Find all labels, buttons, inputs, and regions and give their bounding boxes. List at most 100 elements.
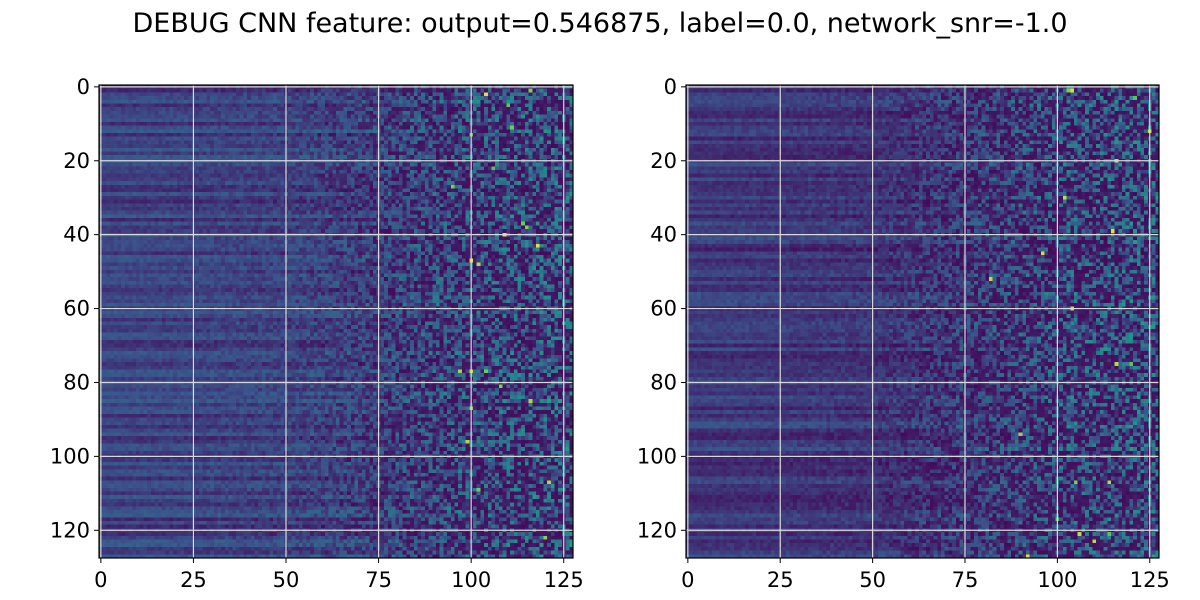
heatmap-cell [491,92,496,97]
heatmap-cell [295,144,300,149]
heatmap-cell [269,199,274,204]
heatmap-cell [287,96,292,101]
heatmap-cell [332,184,337,189]
heatmap-cell [224,162,229,167]
heatmap-cell [443,188,448,193]
heatmap-cell [395,147,400,152]
heatmap-cell [495,177,500,182]
heatmap-cell [432,110,437,115]
heatmap-cell [336,155,341,160]
heatmap-cell [276,214,281,219]
heatmap-cell [102,107,107,112]
heatmap-cell [265,166,270,171]
heatmap-cell [569,188,574,193]
heatmap-cell [221,99,226,104]
heatmap-cell [173,129,178,134]
heatmap-cell [480,103,485,108]
heatmap-cell [236,129,241,134]
heatmap-cell [298,173,304,178]
heatmap-cell [221,195,226,200]
heatmap-cell [128,195,133,200]
heatmap-cell [336,147,341,152]
heatmap-cell [213,92,218,97]
heatmap-cell [280,195,285,200]
heatmap-cell [361,166,366,171]
heatmap-cell [176,221,181,226]
heatmap-cell [236,125,241,130]
heatmap-cell [180,195,185,200]
heatmap-cell [380,99,385,104]
heatmap-cell [180,92,185,97]
heatmap-cell [313,188,318,193]
heatmap-cell [524,144,529,149]
heatmap-cell [339,155,344,160]
heatmap-cell [213,173,218,178]
heatmap-cell [280,206,285,211]
heatmap-cell [202,195,207,200]
heatmap-cell [395,162,400,167]
heatmap-cell [198,188,204,193]
heatmap-cell [547,206,552,211]
heatmap-cell [565,110,570,115]
heatmap-cell [384,203,389,208]
heatmap-cell [347,177,352,182]
heatmap-cell [432,88,437,93]
heatmap-cell [232,144,237,149]
heatmap-cell [498,103,503,108]
heatmap-cell [506,96,511,101]
heatmap-cell [447,107,452,112]
heatmap-cell [250,206,255,211]
heatmap-cell [550,206,555,211]
heatmap-cell [461,92,466,97]
heatmap-cell [339,169,344,175]
heatmap-cell [398,121,403,126]
heatmap-cell [150,110,155,115]
heatmap-cell [524,107,529,112]
heatmap-cell [432,188,437,193]
heatmap-cell [358,110,363,115]
heatmap-cell [417,166,422,171]
heatmap-cell [543,96,548,101]
heatmap-cell [491,214,496,219]
heatmap-cell [117,129,122,134]
heatmap-cell [384,110,389,115]
heatmap-cell [161,181,166,186]
heatmap-cell [373,92,378,97]
heatmap-cell [373,96,378,101]
heatmap-cell [161,210,166,215]
heatmap-cell [484,103,489,108]
heatmap-cell [295,225,300,230]
heatmap-cell [161,121,166,126]
heatmap-cell [373,199,378,204]
heatmap-cell [250,221,255,226]
heatmap-cell [147,225,152,230]
heatmap-cell [461,203,466,208]
heatmap-cell [143,114,148,119]
heatmap-cell [347,118,352,123]
heatmap-cell [498,188,503,193]
heatmap-cell [443,114,448,119]
heatmap-cell [321,96,326,101]
heatmap-cell [247,129,252,134]
heatmap-cell [180,103,185,108]
heatmap-cell [261,140,266,145]
heatmap-cell [117,144,122,149]
heatmap-cell [387,114,392,119]
heatmap-cell [443,129,448,134]
heatmap-cell [280,133,285,138]
heatmap-cell [336,214,341,219]
heatmap-cell [465,162,470,167]
heatmap-cell [221,92,226,97]
heatmap-cell [435,140,441,145]
heatmap-cell [535,173,541,178]
heatmap-cell [280,184,285,189]
heatmap-cell [410,162,415,167]
heatmap-cell [350,162,355,167]
heatmap-cell [480,136,485,141]
heatmap-cell [510,107,515,112]
heatmap-cell [410,210,415,215]
heatmap-cell [450,181,455,186]
heatmap-cell [454,114,459,119]
heatmap-cell [258,203,263,208]
heatmap-cell [343,177,348,182]
